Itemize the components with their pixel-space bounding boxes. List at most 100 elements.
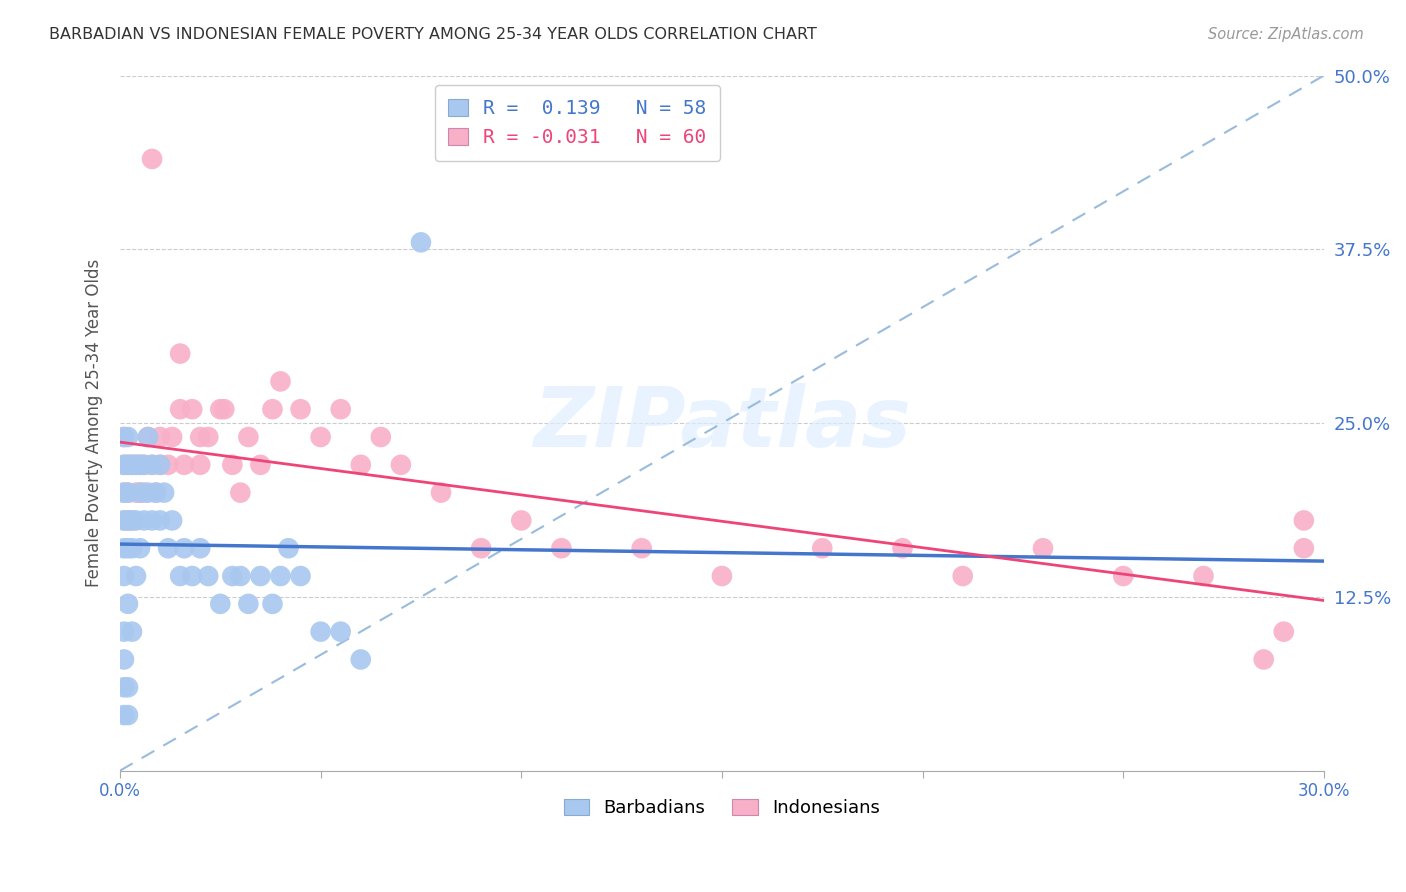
Point	[329, 402, 352, 417]
Point	[470, 541, 492, 556]
Point	[112, 569, 135, 583]
Point	[952, 569, 974, 583]
Point	[136, 430, 159, 444]
Point	[262, 402, 284, 417]
Point	[149, 458, 172, 472]
Point	[117, 680, 139, 694]
Point	[132, 458, 155, 472]
Point	[141, 152, 163, 166]
Point	[1272, 624, 1295, 639]
Point	[249, 569, 271, 583]
Point	[430, 485, 453, 500]
Point	[121, 513, 143, 527]
Point	[160, 513, 183, 527]
Point	[188, 458, 211, 472]
Point	[329, 624, 352, 639]
Point	[121, 624, 143, 639]
Y-axis label: Female Poverty Among 25-34 Year Olds: Female Poverty Among 25-34 Year Olds	[86, 259, 103, 587]
Point	[141, 513, 163, 527]
Point	[129, 541, 152, 556]
Point	[1292, 541, 1315, 556]
Point	[129, 485, 152, 500]
Point	[157, 541, 180, 556]
Point	[1192, 569, 1215, 583]
Point	[117, 597, 139, 611]
Point	[160, 430, 183, 444]
Point	[125, 485, 148, 500]
Point	[145, 485, 167, 500]
Point	[149, 513, 172, 527]
Point	[290, 569, 312, 583]
Point	[157, 458, 180, 472]
Point	[117, 513, 139, 527]
Point	[117, 485, 139, 500]
Point	[197, 569, 219, 583]
Point	[141, 458, 163, 472]
Point	[221, 458, 243, 472]
Point	[112, 485, 135, 500]
Point	[1253, 652, 1275, 666]
Point	[121, 541, 143, 556]
Point	[238, 597, 260, 611]
Point	[145, 485, 167, 500]
Point	[370, 430, 392, 444]
Point	[229, 485, 252, 500]
Point	[169, 569, 191, 583]
Point	[550, 541, 572, 556]
Point	[141, 458, 163, 472]
Legend: Barbadians, Indonesians: Barbadians, Indonesians	[557, 791, 887, 824]
Point	[112, 541, 135, 556]
Point	[132, 513, 155, 527]
Point	[121, 458, 143, 472]
Point	[112, 485, 135, 500]
Point	[112, 458, 135, 472]
Point	[129, 458, 152, 472]
Point	[350, 652, 373, 666]
Point	[181, 402, 204, 417]
Point	[173, 541, 195, 556]
Point	[117, 485, 139, 500]
Point	[181, 569, 204, 583]
Point	[510, 513, 533, 527]
Point	[197, 430, 219, 444]
Point	[136, 430, 159, 444]
Point	[121, 458, 143, 472]
Point	[214, 402, 236, 417]
Point	[153, 485, 176, 500]
Point	[117, 541, 139, 556]
Point	[229, 569, 252, 583]
Point	[290, 402, 312, 417]
Point	[350, 458, 373, 472]
Text: ZIPatlas: ZIPatlas	[533, 383, 911, 464]
Point	[209, 597, 232, 611]
Point	[277, 541, 299, 556]
Point	[1032, 541, 1054, 556]
Point	[811, 541, 834, 556]
Point	[117, 458, 139, 472]
Point	[269, 569, 291, 583]
Point	[125, 458, 148, 472]
Point	[112, 652, 135, 666]
Point	[125, 458, 148, 472]
Text: BARBADIAN VS INDONESIAN FEMALE POVERTY AMONG 25-34 YEAR OLDS CORRELATION CHART: BARBADIAN VS INDONESIAN FEMALE POVERTY A…	[49, 27, 817, 42]
Point	[112, 458, 135, 472]
Point	[117, 430, 139, 444]
Point	[117, 708, 139, 723]
Point	[129, 458, 152, 472]
Point	[132, 485, 155, 500]
Point	[112, 513, 135, 527]
Point	[309, 624, 332, 639]
Text: Source: ZipAtlas.com: Source: ZipAtlas.com	[1208, 27, 1364, 42]
Point	[169, 346, 191, 360]
Point	[149, 458, 172, 472]
Point	[238, 430, 260, 444]
Point	[249, 458, 271, 472]
Point	[129, 485, 152, 500]
Point	[409, 235, 432, 250]
Point	[112, 680, 135, 694]
Point	[1112, 569, 1135, 583]
Point	[117, 513, 139, 527]
Point	[112, 708, 135, 723]
Point	[188, 541, 211, 556]
Point	[710, 569, 733, 583]
